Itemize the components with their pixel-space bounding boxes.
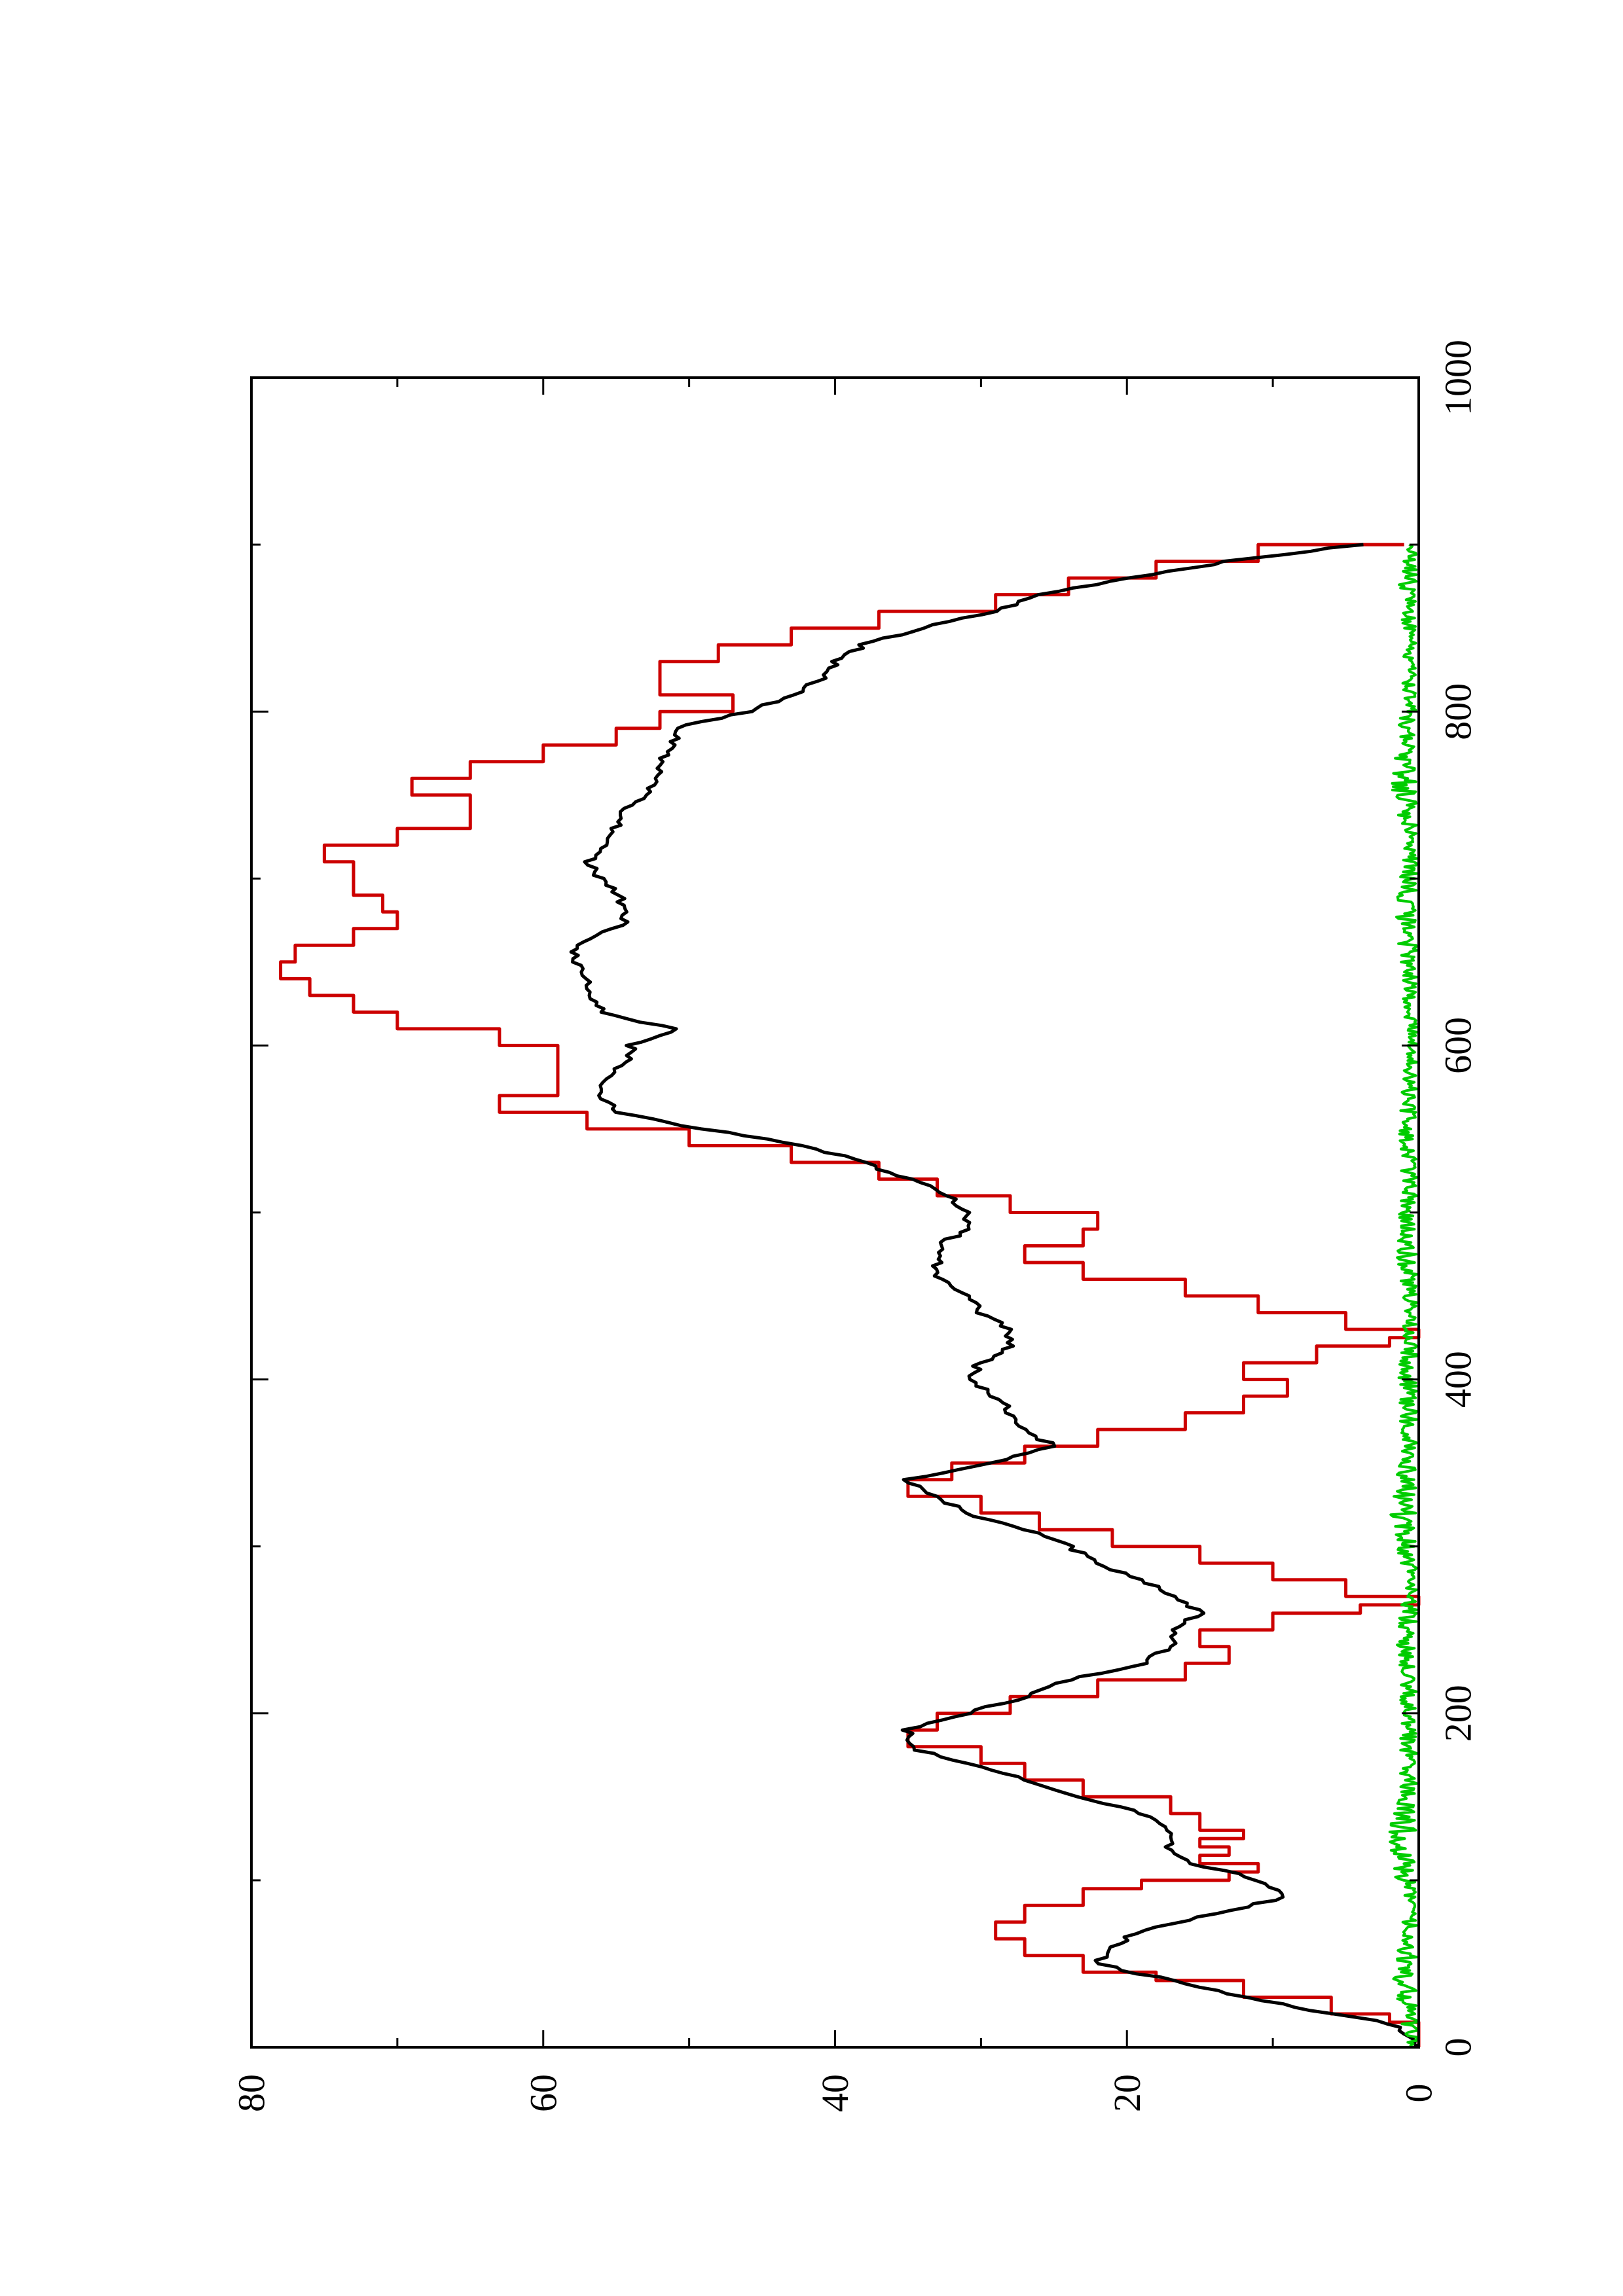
x-tick-label: 400: [1437, 1351, 1480, 1408]
y-tick-label: 80: [230, 2074, 273, 2112]
series-line-3: [1388, 543, 1419, 2048]
axes: 0 200 400 600 800 1000 0 20 40 60 80: [230, 340, 1480, 2112]
x-tick-label: 600: [1437, 1017, 1480, 1074]
series-line-1: [279, 543, 1421, 2047]
y-tick-label: 0: [1398, 2084, 1440, 2103]
series-line-2: [569, 543, 1420, 2049]
x-tick-label: 800: [1437, 683, 1480, 740]
plot-area: [279, 543, 1421, 2049]
x-tick-label: 1000: [1437, 340, 1480, 416]
x-tick-label: 200: [1437, 1685, 1480, 1742]
x-tick-label: 0: [1437, 2038, 1480, 2057]
y-tick-label: 60: [522, 2074, 564, 2112]
y-tick-label: 40: [814, 2074, 856, 2112]
y-tick-label: 20: [1106, 2074, 1148, 2112]
